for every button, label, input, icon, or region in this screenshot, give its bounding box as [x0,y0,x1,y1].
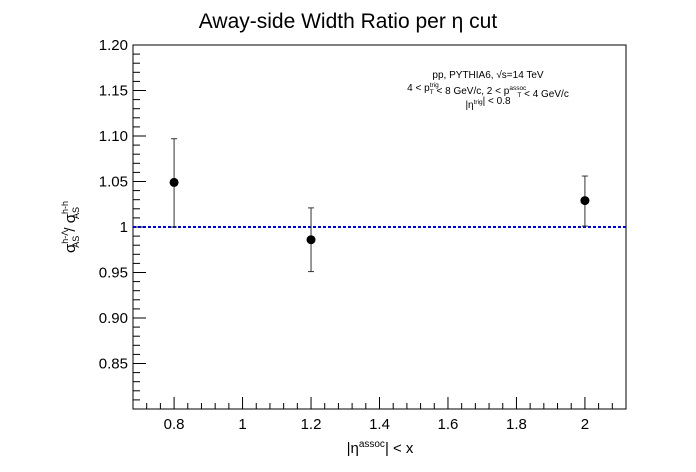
x-axis-title: |ηassoc| < x [347,439,414,457]
y-tick-label: 0.95 [99,265,128,282]
y-tick-label: 1.10 [99,128,128,145]
y-tick-label: 1.05 [99,174,128,191]
x-tick-label: 1 [238,416,246,433]
annotation-line: pp, PYTHIA6, √s=14 TeV [432,69,544,81]
x-tick-label: 1.6 [438,416,459,433]
y-tick-label: 1 [120,219,128,236]
annotation-line: 4 < ptrig T < 8 GeV/c, 2 < passoc T < 4 Ge… [407,82,569,100]
y-tick-label: 0.90 [99,310,128,327]
y-tick-label: 1.15 [99,83,128,100]
x-axis-title-group: |ηassoc| < x [347,439,414,457]
x-tick-label: 2 [581,416,589,433]
data-marker [169,177,179,187]
data-point [306,207,316,273]
y-axis-title-group: σh-ΛAS / σh-hAS [60,201,81,253]
x-tick-label: 1.2 [301,416,322,433]
data-marker [306,235,316,245]
data-point [580,175,590,227]
data-marker [580,196,590,206]
y-tick-label: 0.85 [99,356,128,373]
data-point [169,138,179,228]
annotation-line: |ηtrig| < 0.8 [465,96,511,111]
x-tick-label: 1.8 [506,416,527,433]
plot-area: 0.85 0.90 0.95 1 1.05 1.10 1.15 1.20 0.8 1 1.2 1.4 1… [99,37,627,433]
y-tick-label: 1.20 [99,37,128,54]
chart-title: Away-side Width Ratio per η cut [199,10,498,33]
x-tick-label: 0.8 [164,416,185,433]
y-axis-title: σh-ΛAS / σh-hAS [60,201,81,253]
x-tick-label: 1.4 [369,416,390,433]
